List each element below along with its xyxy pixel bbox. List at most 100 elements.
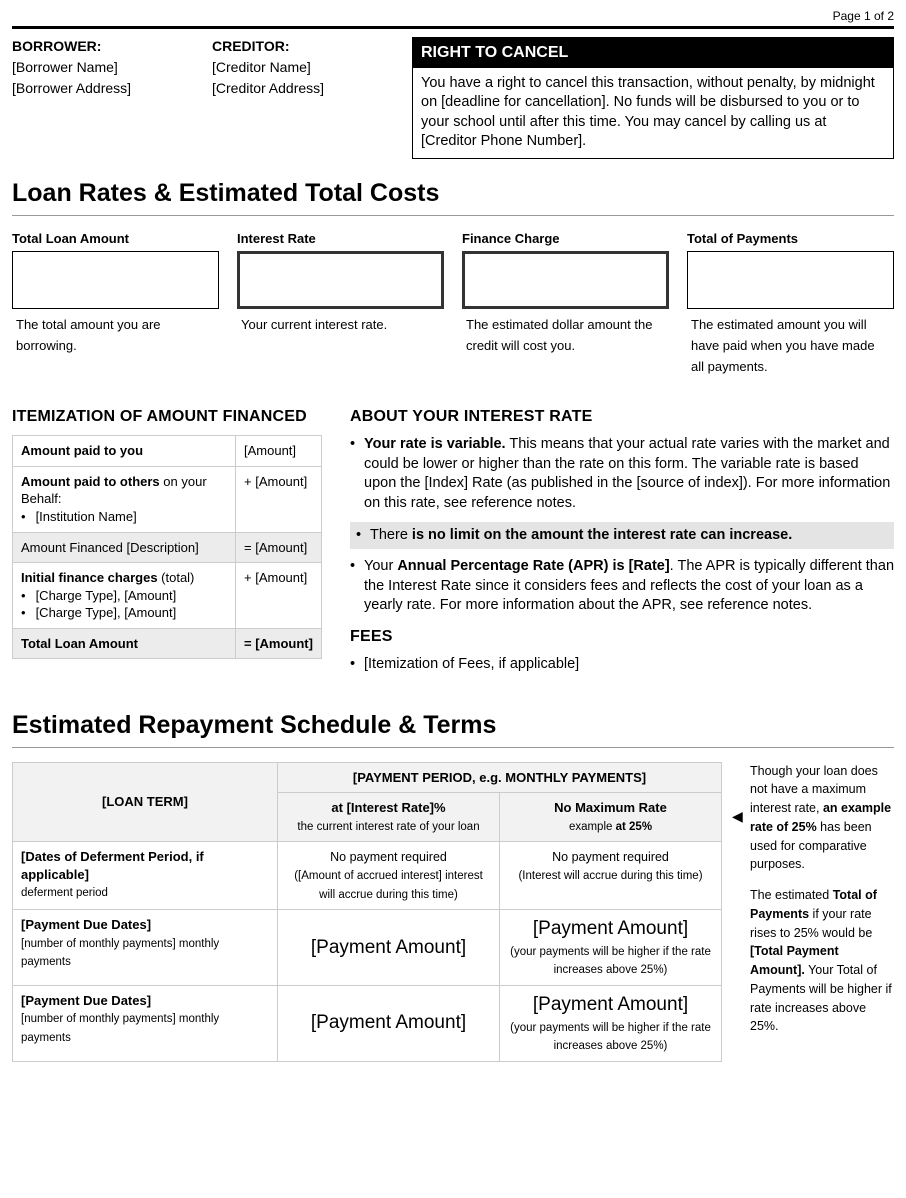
itemize-r2-val: + [Amount] — [236, 466, 322, 532]
itemize-r4-bullet2: [Charge Type], [Amount] — [36, 605, 177, 620]
cost-finance-box — [462, 251, 669, 309]
borrower-label: BORROWER: — [12, 37, 212, 56]
repay-period-head: [PAYMENT PERIOD, e.g. MONTHLY PAYMENTS] — [278, 762, 722, 793]
cost-finance-desc: The estimated dollar amount the credit w… — [462, 315, 669, 357]
cost-interest-box — [237, 251, 444, 309]
creditor-block: CREDITOR: [Creditor Name] [Creditor Addr… — [212, 37, 412, 159]
repay-r1-sub: deferment period — [21, 887, 108, 899]
repay-r3-label: [Payment Due Dates] — [21, 993, 151, 1008]
repay-col-b-sub-pre: example — [569, 821, 616, 833]
borrower-block: BORROWER: [Borrower Name] [Borrower Addr… — [12, 37, 212, 159]
table-row: [Payment Due Dates] [number of monthly p… — [13, 910, 722, 986]
about-rate-b2: • There is no limit on the amount the in… — [350, 522, 894, 550]
itemize-r2-label-a: Amount paid to others — [21, 474, 160, 489]
cost-interest-desc: Your current interest rate. — [237, 315, 444, 336]
fees-b1: • [Itemization of Fees, if applicable] — [350, 655, 894, 675]
about-rate-b2-pre: There — [370, 527, 412, 543]
top-rule — [12, 26, 894, 29]
repay-r1-a-sub: ([Amount of accrued interest] inter­est … — [294, 870, 483, 901]
cost-total-loan-label: Total Loan Amount — [12, 230, 219, 248]
repay-r2-b: [Payment Amount] — [533, 918, 688, 939]
repay-wrap: [LOAN TERM] [PAYMENT PERIOD, e.g. MONTHL… — [12, 762, 894, 1062]
about-rate-title: ABOUT YOUR INTEREST RATE — [350, 406, 894, 428]
itemize-r4-label-b: (total) — [158, 570, 195, 585]
about-rate-b3-strong: Annual Percentage Rate (APR) is [Rate] — [397, 558, 669, 574]
itemize-r5-label: Total Loan Amount — [21, 636, 138, 651]
repay-col-a-head: at [Interest Rate]% — [331, 800, 445, 815]
table-row: Initial finance charges (total) •[Charge… — [13, 563, 322, 629]
repay-r3-b: [Payment Amount] — [533, 994, 688, 1015]
repay-sidenote: ◀ Though your loan does not have a maxim… — [732, 762, 894, 1062]
right-to-cancel-body: You have a right to cancel this transact… — [413, 68, 893, 158]
repay-r2-a: [Payment Amount] — [311, 937, 466, 958]
mid-row: ITEMIZATION OF AMOUNT FINANCED Amount pa… — [12, 406, 894, 683]
borrower-address: [Borrower Address] — [12, 79, 212, 98]
about-col: ABOUT YOUR INTEREST RATE • Your rate is … — [350, 406, 894, 683]
section-repay-rule — [12, 747, 894, 748]
cost-boxes-row: Total Loan Amount The total amount you a… — [12, 230, 894, 378]
repay-col-a-sub: the current interest rate of your loan — [297, 821, 479, 833]
repay-col-b-head: No Maximum Rate — [554, 800, 667, 815]
creditor-label: CREDITOR: — [212, 37, 412, 56]
repay-loanterm-head: [LOAN TERM] — [13, 762, 278, 842]
repay-col-b-sub-strong: at 25% — [616, 821, 652, 833]
header-row: BORROWER: [Borrower Name] [Borrower Addr… — [12, 37, 894, 159]
repay-r3-sub: [number of monthly payments] monthly pay… — [21, 1013, 219, 1044]
repay-table: [LOAN TERM] [PAYMENT PERIOD, e.g. MONTHL… — [12, 762, 722, 1062]
sidenote-p2-a: The estimated — [750, 888, 833, 902]
repay-r1-label: [Dates of Deferment Period, if applicabl… — [21, 849, 204, 882]
repay-r2-b-sub: (your payments will be higher if the rat… — [510, 946, 711, 977]
itemize-r3-label: Amount Financed [Description] — [13, 532, 236, 563]
table-row: Amount paid to you [Amount] — [13, 436, 322, 467]
cost-total-pay-box — [687, 251, 894, 309]
section-repay-title: Estimated Repayment Schedule & Terms — [12, 709, 894, 743]
cost-total-loan: Total Loan Amount The total amount you a… — [12, 230, 219, 378]
cost-finance: Finance Charge The estimated dollar amou… — [462, 230, 669, 378]
creditor-name: [Creditor Name] — [212, 58, 412, 77]
itemize-r4-bullet1: [Charge Type], [Amount] — [36, 588, 177, 603]
triangle-left-icon: ◀ — [732, 806, 743, 827]
table-row: Total Loan Amount = [Amount] — [13, 628, 322, 659]
cost-total-loan-box — [12, 251, 219, 309]
page-indicator: Page 1 of 2 — [12, 8, 894, 24]
about-rate-b1: • Your rate is variable. This means that… — [350, 435, 894, 513]
cost-total-pay-desc: The estimated amount you will have paid … — [687, 315, 894, 377]
cost-finance-label: Finance Charge — [462, 230, 669, 248]
itemization-title: ITEMIZATION OF AMOUNT FINANCED — [12, 406, 322, 428]
about-rate-b3-pre: Your — [364, 558, 397, 574]
itemize-r1-val: [Amount] — [236, 436, 322, 467]
about-rate-b2-strong: is no limit on the amount the interest r… — [412, 527, 792, 543]
repay-r1-b-head: No payment required — [552, 850, 669, 864]
section-rates-rule — [12, 215, 894, 216]
table-row: [Dates of Deferment Period, if applicabl… — [13, 842, 722, 910]
itemize-r3-val: = [Amount] — [236, 532, 322, 563]
fees-b1-text: [Itemization of Fees, if applicable] — [364, 655, 894, 675]
table-row: [LOAN TERM] [PAYMENT PERIOD, e.g. MONTHL… — [13, 762, 722, 793]
itemization-table: Amount paid to you [Amount] Amount paid … — [12, 435, 322, 659]
cost-total-loan-desc: The total amount you are borrowing. — [12, 315, 219, 357]
borrower-name: [Borrower Name] — [12, 58, 212, 77]
creditor-address: [Creditor Address] — [212, 79, 412, 98]
table-row: [Payment Due Dates] [number of monthly p… — [13, 985, 722, 1061]
itemize-r4-label-a: Initial finance charges — [21, 570, 158, 585]
right-to-cancel-box: RIGHT TO CANCEL You have a right to canc… — [412, 37, 894, 159]
about-rate-b1-strong: Your rate is variable. — [364, 436, 506, 452]
repay-r1-a-head: No payment required — [330, 850, 447, 864]
table-row: Amount paid to others on your Behalf: •[… — [13, 466, 322, 532]
itemize-r2-bullet: [Institution Name] — [36, 509, 137, 524]
table-row: Amount Financed [Description] = [Amount] — [13, 532, 322, 563]
itemize-r5-val: = [Amount] — [244, 636, 313, 651]
fees-title: FEES — [350, 626, 894, 648]
repay-r3-b-sub: (your payments will be higher if the rat… — [510, 1022, 711, 1053]
repay-r2-sub: [number of monthly payments] monthly pay… — [21, 938, 219, 969]
itemize-r4-val: + [Amount] — [236, 563, 322, 629]
itemization-col: ITEMIZATION OF AMOUNT FINANCED Amount pa… — [12, 406, 322, 683]
cost-interest: Interest Rate Your current interest rate… — [237, 230, 444, 378]
cost-total-pay: Total of Payments The estimated amount y… — [687, 230, 894, 378]
cost-total-pay-label: Total of Payments — [687, 230, 894, 248]
cost-interest-label: Interest Rate — [237, 230, 444, 248]
repay-r2-label: [Payment Due Dates] — [21, 917, 151, 932]
repay-r3-a: [Payment Amount] — [311, 1012, 466, 1033]
itemize-r1-label: Amount paid to you — [21, 443, 143, 458]
repay-r1-b-sub: (Interest will accrue during this time) — [518, 870, 702, 882]
